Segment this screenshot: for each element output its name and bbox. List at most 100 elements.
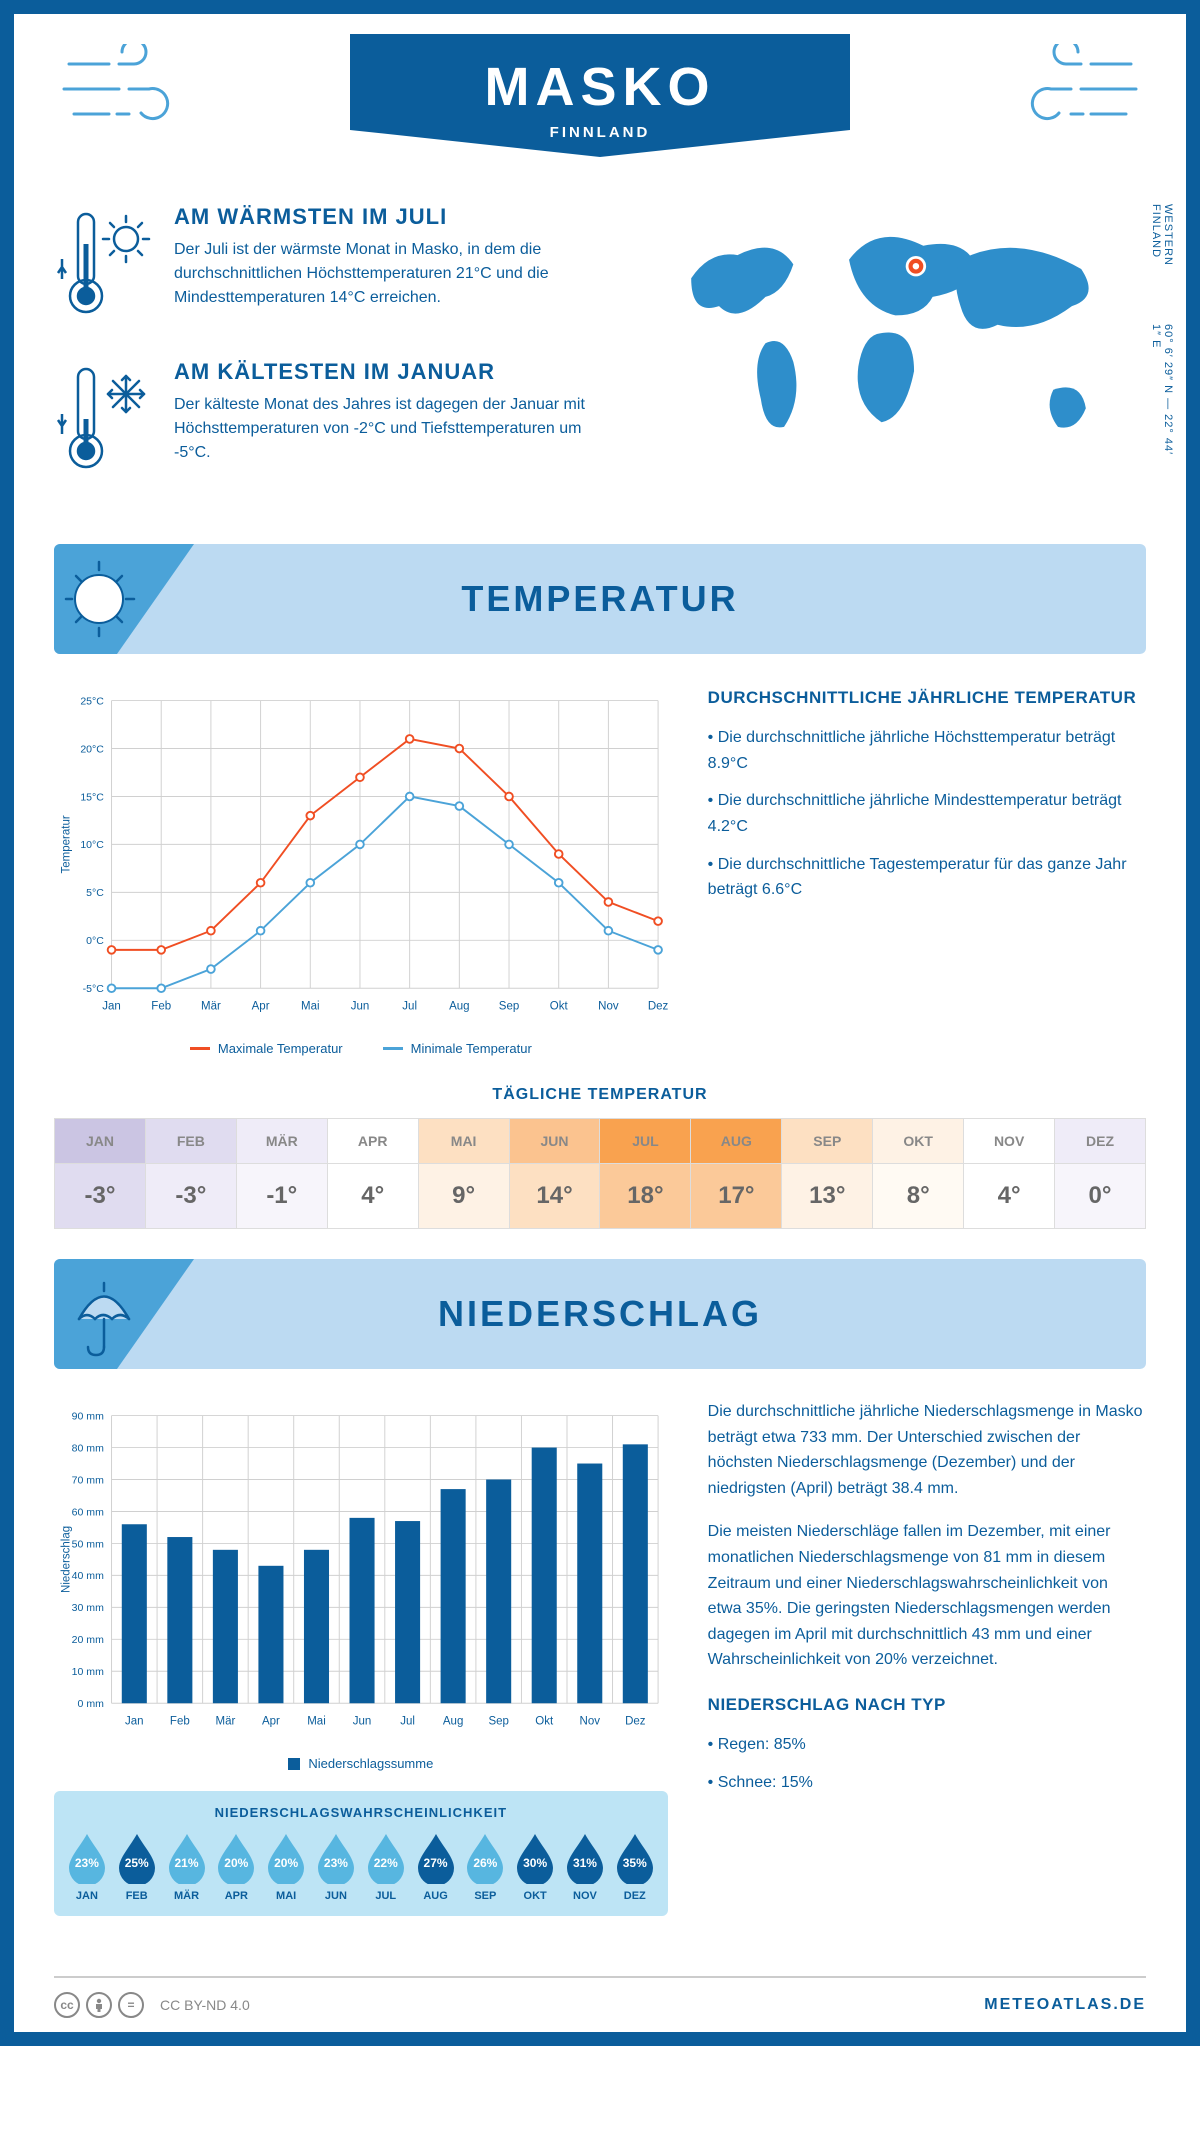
temp-cell: 4° bbox=[964, 1164, 1055, 1229]
site-name: METEOATLAS.DE bbox=[984, 1996, 1146, 2014]
svg-text:Feb: Feb bbox=[170, 1715, 190, 1727]
svg-text:Mai: Mai bbox=[301, 1000, 320, 1012]
svg-text:Mär: Mär bbox=[201, 1000, 221, 1012]
rain-probability-box: NIEDERSCHLAGSWAHRSCHEINLICHKEIT 23%JAN25… bbox=[54, 1791, 668, 1916]
nd-icon: = bbox=[118, 1992, 144, 2018]
rain-drop: 27%AUG bbox=[413, 1832, 459, 1902]
rain-heading: NIEDERSCHLAG bbox=[438, 1293, 762, 1335]
svg-text:5°C: 5°C bbox=[86, 887, 104, 899]
svg-text:10 mm: 10 mm bbox=[72, 1666, 104, 1678]
rain-section-bar: NIEDERSCHLAG bbox=[54, 1259, 1146, 1369]
month-header: AUG bbox=[691, 1119, 782, 1164]
temp-cell: 0° bbox=[1055, 1164, 1146, 1229]
license-text: CC BY-ND 4.0 bbox=[160, 1997, 250, 2013]
coldest-fact: AM KÄLTESTEN IM JANUAR Der kälteste Mona… bbox=[54, 359, 605, 484]
coldest-text: Der kälteste Monat des Jahres ist dagege… bbox=[174, 393, 605, 465]
svg-text:0°C: 0°C bbox=[86, 935, 104, 947]
svg-text:90 mm: 90 mm bbox=[72, 1410, 104, 1422]
precipitation-bar-chart: 0 mm10 mm20 mm30 mm40 mm50 mm60 mm70 mm8… bbox=[54, 1399, 668, 1739]
month-header: FEB bbox=[146, 1119, 237, 1164]
svg-text:Jun: Jun bbox=[353, 1715, 372, 1727]
svg-text:Sep: Sep bbox=[499, 1000, 519, 1012]
rain-legend: Niederschlagssumme bbox=[54, 1756, 668, 1771]
by-icon bbox=[86, 1992, 112, 2018]
svg-text:25°C: 25°C bbox=[80, 695, 104, 707]
rain-drop: 35%DEZ bbox=[612, 1832, 658, 1902]
temp-cell: -3° bbox=[146, 1164, 237, 1229]
svg-text:Dez: Dez bbox=[625, 1715, 646, 1727]
temp-cell: 18° bbox=[600, 1164, 691, 1229]
temp-cell: 17° bbox=[691, 1164, 782, 1229]
svg-text:Dez: Dez bbox=[648, 1000, 668, 1012]
svg-text:Nov: Nov bbox=[598, 1000, 619, 1012]
svg-text:Apr: Apr bbox=[262, 1715, 280, 1727]
month-header: OKT bbox=[873, 1119, 964, 1164]
title-banner: MASKO FINNLAND bbox=[350, 34, 850, 157]
temp-cell: 9° bbox=[419, 1164, 510, 1229]
sun-icon bbox=[54, 544, 194, 654]
rain-drop: 20%APR bbox=[213, 1832, 259, 1902]
svg-text:Okt: Okt bbox=[550, 1000, 569, 1012]
svg-text:Mai: Mai bbox=[307, 1715, 326, 1727]
svg-text:Jul: Jul bbox=[400, 1715, 415, 1727]
temp-cell: -3° bbox=[55, 1164, 146, 1229]
temp-bullets: Die durchschnittliche jährliche Höchstte… bbox=[708, 725, 1146, 903]
month-header: JUN bbox=[510, 1119, 601, 1164]
temp-cell: 8° bbox=[873, 1164, 964, 1229]
rain-drop: 23%JAN bbox=[64, 1832, 110, 1902]
svg-text:30 mm: 30 mm bbox=[72, 1602, 104, 1614]
svg-text:Okt: Okt bbox=[535, 1715, 554, 1727]
umbrella-icon bbox=[54, 1259, 194, 1369]
svg-text:80 mm: 80 mm bbox=[72, 1442, 104, 1454]
svg-text:15°C: 15°C bbox=[80, 791, 104, 803]
svg-text:Feb: Feb bbox=[151, 1000, 171, 1012]
temperature-legend: Maximale Temperatur Minimale Temperatur bbox=[54, 1041, 668, 1056]
license-block: cc = CC BY-ND 4.0 bbox=[54, 1992, 250, 2018]
month-header: NOV bbox=[964, 1119, 1055, 1164]
svg-text:Aug: Aug bbox=[443, 1715, 463, 1727]
rain-drop: 22%JUL bbox=[363, 1832, 409, 1902]
temperature-section-bar: TEMPERATUR bbox=[54, 544, 1146, 654]
temp-cell: 4° bbox=[328, 1164, 419, 1229]
coldest-title: AM KÄLTESTEN IM JANUAR bbox=[174, 359, 605, 385]
svg-text:Jun: Jun bbox=[351, 1000, 370, 1012]
rain-drop: 30%OKT bbox=[512, 1832, 558, 1902]
svg-text:20 mm: 20 mm bbox=[72, 1634, 104, 1646]
month-header: JAN bbox=[55, 1119, 146, 1164]
svg-text:Sep: Sep bbox=[488, 1715, 508, 1727]
month-header: JUL bbox=[600, 1119, 691, 1164]
temperature-line-chart: -5°C0°C5°C10°C15°C20°C25°CJanFebMärAprMa… bbox=[54, 684, 668, 1024]
warmest-text: Der Juli ist der wärmste Monat in Masko,… bbox=[174, 238, 605, 310]
cc-icon: cc bbox=[54, 1992, 80, 2018]
rain-p1: Die durchschnittliche jährliche Niedersc… bbox=[708, 1399, 1146, 1501]
wind-icon bbox=[1011, 44, 1141, 139]
svg-text:Jan: Jan bbox=[125, 1715, 144, 1727]
header: MASKO FINNLAND bbox=[54, 34, 1146, 214]
city-title: MASKO bbox=[350, 56, 850, 118]
rain-drop: 23%JUN bbox=[313, 1832, 359, 1902]
warmest-fact: AM WÄRMSTEN IM JULI Der Juli ist der wär… bbox=[54, 204, 605, 329]
svg-text:Mär: Mär bbox=[215, 1715, 235, 1727]
svg-text:70 mm: 70 mm bbox=[72, 1474, 104, 1486]
temp-side-title: DURCHSCHNITTLICHE JÄHRLICHE TEMPERATUR bbox=[708, 684, 1146, 711]
rain-drop: 21%MÄR bbox=[164, 1832, 210, 1902]
svg-text:Aug: Aug bbox=[449, 1000, 469, 1012]
temp-cell: -1° bbox=[237, 1164, 328, 1229]
rain-drop: 26%SEP bbox=[462, 1832, 508, 1902]
rain-type-bullets: Regen: 85%Schnee: 15% bbox=[708, 1732, 1146, 1795]
svg-text:Jul: Jul bbox=[402, 1000, 417, 1012]
svg-text:Apr: Apr bbox=[252, 1000, 270, 1012]
month-header: DEZ bbox=[1055, 1119, 1146, 1164]
svg-text:10°C: 10°C bbox=[80, 839, 104, 851]
rain-type-title: NIEDERSCHLAG NACH TYP bbox=[708, 1691, 1146, 1718]
thermometer-snow-icon bbox=[54, 359, 154, 484]
country-label: FINNLAND bbox=[350, 124, 850, 141]
svg-text:Jan: Jan bbox=[102, 1000, 121, 1012]
temperature-heading: TEMPERATUR bbox=[461, 578, 738, 620]
rain-drop: 31%NOV bbox=[562, 1832, 608, 1902]
svg-text:-5°C: -5°C bbox=[83, 983, 105, 995]
svg-text:0 mm: 0 mm bbox=[78, 1698, 105, 1710]
temp-cell: 13° bbox=[782, 1164, 873, 1229]
svg-text:50 mm: 50 mm bbox=[72, 1538, 104, 1550]
rain-drop: 20%MAI bbox=[263, 1832, 309, 1902]
